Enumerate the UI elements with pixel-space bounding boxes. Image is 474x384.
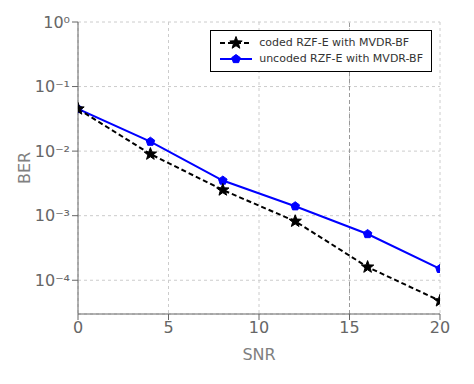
svg-text:0: 0	[73, 318, 83, 337]
svg-text:10⁻³: 10⁻³	[35, 206, 70, 225]
svg-text:BER: BER	[15, 152, 34, 184]
html-text:coded RZF-E with MVDR-BF: coded RZF-E with MVDR-BF	[259, 36, 410, 49]
svg-text:10⁻⁴: 10⁻⁴	[35, 271, 70, 290]
svg-text:10⁰: 10⁰	[43, 13, 70, 32]
svg-text:15: 15	[339, 318, 359, 337]
svg-text:10⁻²: 10⁻²	[35, 142, 70, 161]
svg-text:5: 5	[163, 318, 173, 337]
html-text:uncoded RZF-E with MVDR-BF: uncoded RZF-E with MVDR-BF	[259, 52, 423, 65]
svg-text:10: 10	[249, 318, 269, 337]
svg-text:SNR: SNR	[242, 345, 275, 364]
svg-text:20: 20	[430, 318, 450, 337]
svg-text:10⁻¹: 10⁻¹	[35, 77, 70, 96]
